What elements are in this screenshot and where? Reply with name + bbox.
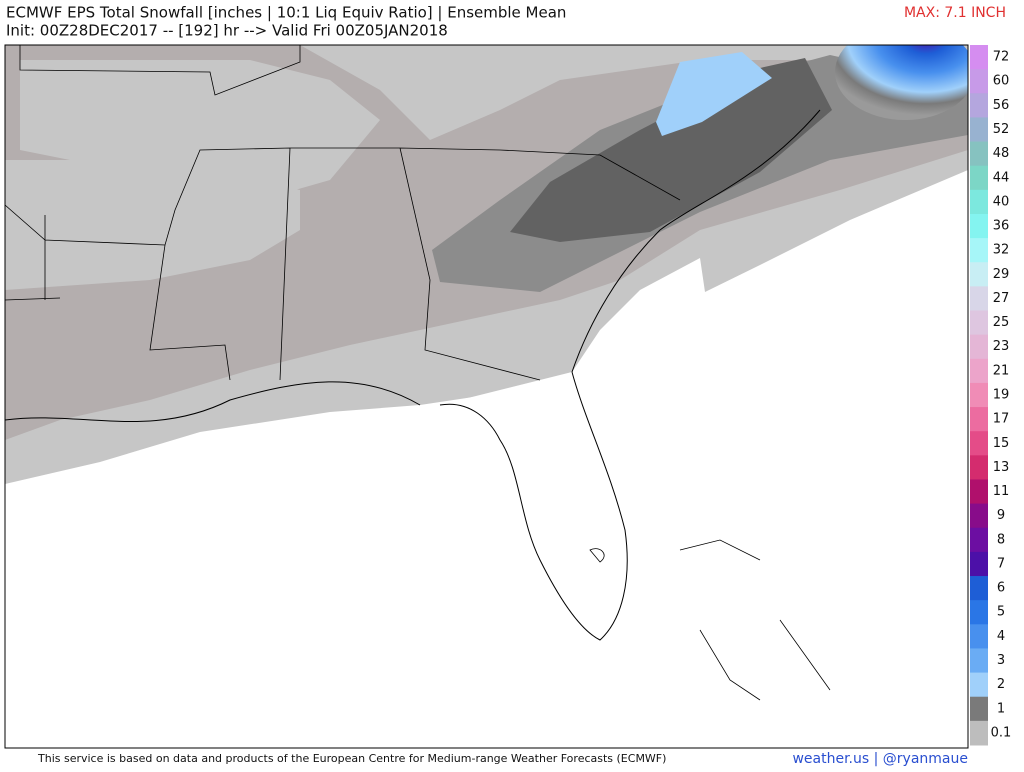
- colorbar-label: 27: [993, 291, 1010, 306]
- colorbar-swatch: [970, 551, 988, 577]
- colorbar-label: 60: [993, 74, 1010, 89]
- colorbar-swatch: [970, 117, 988, 143]
- colorbar-swatch: [970, 45, 988, 70]
- colorbar-swatch: [970, 455, 988, 480]
- colorbar-swatch: [970, 407, 988, 432]
- colorbar-label: 29: [993, 267, 1010, 282]
- colorbar-swatch: [970, 141, 988, 167]
- colorbar-swatch: [970, 527, 988, 553]
- map: [4, 44, 969, 749]
- colorbar-label: 4: [997, 629, 1005, 644]
- colorbar-label: 21: [993, 363, 1010, 378]
- colorbar-label: 36: [993, 219, 1010, 234]
- colorbar-label: 44: [993, 170, 1010, 185]
- colorbar-swatch: [970, 576, 988, 601]
- colorbar-swatch: [970, 624, 988, 649]
- colorbar-swatch: [970, 479, 988, 505]
- colorbar-label: 11: [993, 484, 1010, 499]
- colorbar-label: 9: [997, 508, 1005, 523]
- colorbar-label: 5: [997, 605, 1005, 620]
- colorbar-label: 72: [993, 50, 1010, 65]
- colorbar-label: 19: [993, 388, 1010, 403]
- colorbar-swatch: [970, 189, 988, 215]
- max-label: MAX: 7.1 INCH: [904, 5, 1006, 21]
- colorbar-swatch: [970, 165, 988, 191]
- colorbar-swatch: [970, 286, 988, 312]
- colorbar-label: 15: [993, 436, 1010, 451]
- colorbar-swatch: [970, 648, 988, 674]
- colorbar-swatch: [970, 334, 988, 360]
- colorbar: 7260565248444036322927252321191715131198…: [970, 45, 1011, 746]
- site-link[interactable]: weather.us | @ryanmaue: [792, 751, 968, 767]
- colorbar-swatch: [970, 696, 988, 722]
- colorbar-label: 0.1: [991, 725, 1012, 740]
- colorbar-swatch: [970, 69, 988, 94]
- colorbar-swatch: [970, 600, 988, 625]
- credit: This service is based on data and produc…: [37, 752, 666, 765]
- colorbar-label: 8: [997, 532, 1005, 547]
- colorbar-swatch: [970, 503, 988, 529]
- colorbar-swatch: [970, 93, 988, 118]
- colorbar-label: 13: [993, 460, 1010, 475]
- colorbar-swatch: [970, 238, 988, 263]
- subtitle: Init: 00Z28DEC2017 -- [192] hr --> Valid…: [6, 22, 448, 40]
- colorbar-swatch: [970, 262, 988, 287]
- colorbar-label: 7: [997, 556, 1005, 571]
- colorbar-label: 52: [993, 122, 1010, 137]
- colorbar-swatch: [970, 431, 988, 456]
- colorbar-swatch: [970, 310, 988, 336]
- title: ECMWF EPS Total Snowfall [inches | 10:1 …: [6, 4, 566, 22]
- colorbar-label: 23: [993, 339, 1010, 354]
- colorbar-swatch: [970, 382, 988, 408]
- colorbar-label: 1: [997, 701, 1005, 716]
- colorbar-label: 40: [993, 194, 1010, 209]
- colorbar-swatch: [970, 720, 988, 746]
- colorbar-swatch: [970, 672, 988, 698]
- colorbar-swatch: [970, 213, 988, 239]
- colorbar-label: 56: [993, 98, 1010, 113]
- colorbar-label: 48: [993, 146, 1010, 161]
- colorbar-label: 32: [993, 243, 1010, 258]
- colorbar-label: 3: [997, 653, 1005, 668]
- colorbar-label: 2: [997, 677, 1005, 692]
- colorbar-label: 25: [993, 315, 1010, 330]
- colorbar-label: 6: [997, 581, 1005, 596]
- colorbar-swatch: [970, 358, 988, 384]
- colorbar-label: 17: [993, 412, 1010, 427]
